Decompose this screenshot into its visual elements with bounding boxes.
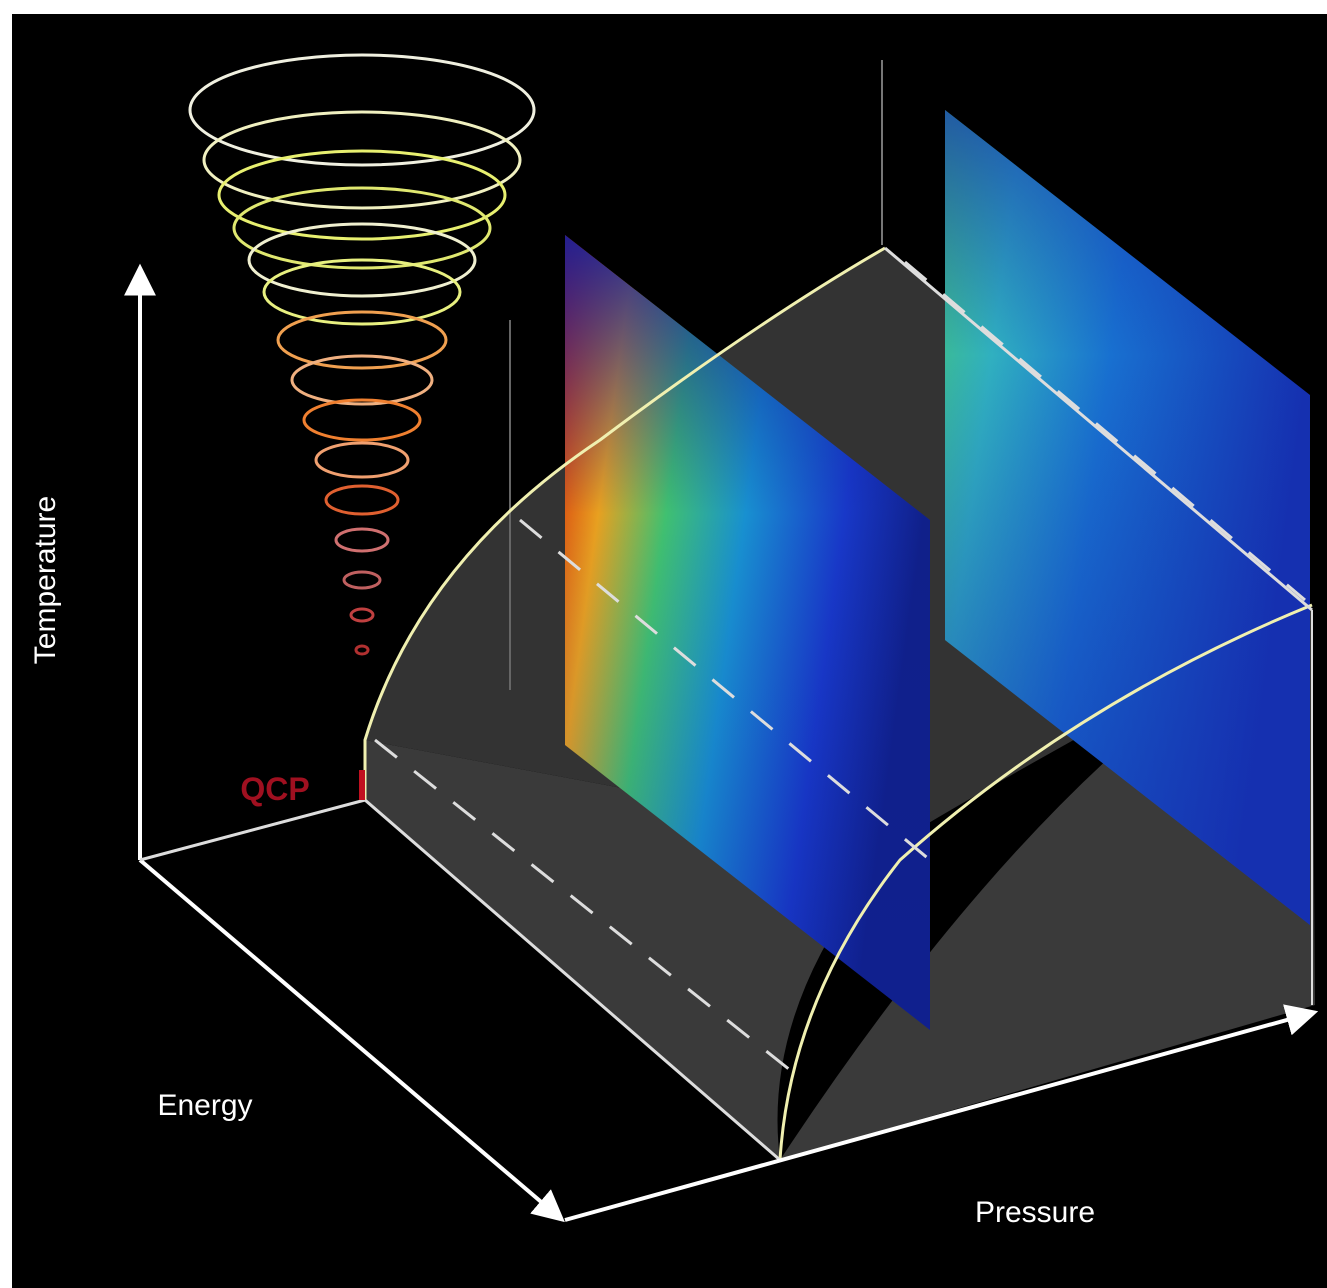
dashed-lines: [374, 260, 1306, 1072]
phase-boundary: [778, 603, 1313, 1161]
pressure-axis: [564, 1004, 1319, 1222]
spiral-cone: [188, 53, 536, 656]
phase-boundary: [363, 246, 886, 800]
qcp-label: QCP: [240, 771, 309, 807]
edge: [364, 798, 781, 1162]
energy-axis: [138, 858, 565, 1223]
panel-2: [945, 110, 1310, 925]
edge: [139, 798, 366, 862]
edge: [884, 246, 1313, 612]
energy-label: Energy: [157, 1089, 252, 1122]
panel-1: [565, 235, 930, 1030]
pressure-label: Pressure: [975, 1196, 1095, 1229]
temperature-label: Temperature: [29, 496, 62, 664]
